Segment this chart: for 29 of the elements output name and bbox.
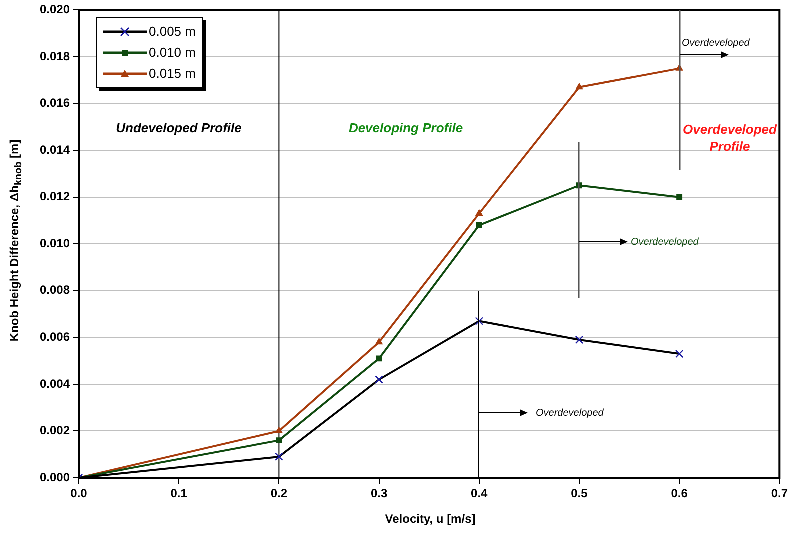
legend-label: 0.005 m bbox=[149, 24, 196, 39]
annotation: Overdeveloped bbox=[631, 236, 700, 248]
legend-label: 0.010 m bbox=[149, 45, 196, 60]
y-tick-label: 0.020 bbox=[40, 2, 70, 17]
y-tick-label: 0.002 bbox=[40, 424, 70, 438]
x-tick-label: 0.1 bbox=[170, 486, 188, 501]
y-tick-label: 0.018 bbox=[40, 49, 70, 64]
x-tick-label: 0.6 bbox=[671, 486, 688, 501]
annotation: Overdeveloped Profile bbox=[683, 122, 778, 154]
y-tick-label: 0.004 bbox=[40, 376, 70, 391]
x-tick-label: 0.3 bbox=[370, 486, 388, 501]
annotation: Undeveloped Profile bbox=[116, 120, 242, 136]
y-tick-label: 0.012 bbox=[40, 190, 70, 204]
x-axis-title: Velocity, u [m/s] bbox=[384, 512, 477, 526]
y-tick-label: 0.000 bbox=[40, 470, 70, 484]
y-tick-label: 0.016 bbox=[40, 96, 70, 110]
annotation: Overdeveloped bbox=[682, 38, 750, 49]
y-tick-label: 0.008 bbox=[40, 283, 70, 298]
x-tick-label: 0.5 bbox=[571, 486, 588, 501]
legend-label: 0.015 m bbox=[149, 66, 196, 81]
x-tick-label: 0.7 bbox=[771, 486, 788, 501]
x-tick-label: 0.0 bbox=[70, 486, 88, 501]
y-tick-label: 0.014 bbox=[40, 142, 70, 157]
annotation: Overdeveloped bbox=[536, 408, 604, 419]
x-tick-label: 0.2 bbox=[270, 486, 288, 501]
y-tick-label: 0.010 bbox=[40, 236, 70, 250]
y-tick-label: 0.006 bbox=[40, 330, 70, 344]
x-tick-label: 0.4 bbox=[471, 486, 488, 501]
annotation: Developing Profile bbox=[348, 120, 464, 136]
